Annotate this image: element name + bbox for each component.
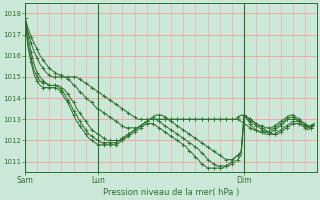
X-axis label: Pression niveau de la mer( hPa ): Pression niveau de la mer( hPa ): [103, 188, 239, 197]
